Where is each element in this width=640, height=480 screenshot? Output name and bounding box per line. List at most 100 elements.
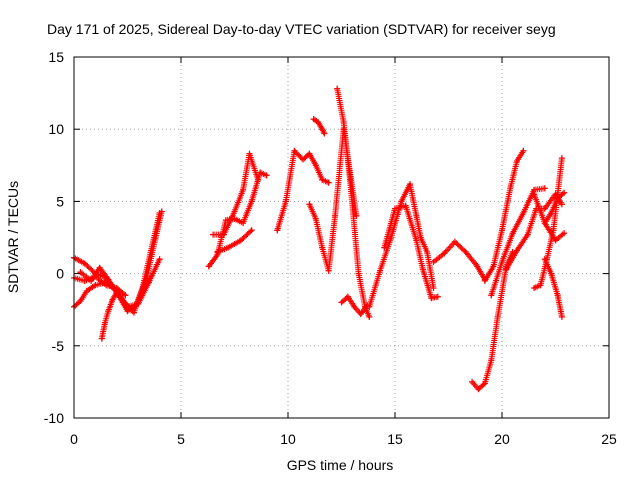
data-point [130,309,137,316]
data-point [509,230,516,237]
data-point [531,191,538,198]
data-point [473,261,480,268]
x-axis-label: GPS time / hours [287,457,394,473]
data-point [531,285,538,292]
y-tick-label: 0 [56,266,64,282]
data-point [314,118,321,125]
data-point [225,244,232,251]
data-point [96,264,103,271]
x-tick-label: 0 [70,431,78,447]
data-point [240,186,247,193]
data-point [83,287,90,294]
data-point [561,189,568,196]
data-point [430,259,437,266]
data-point [548,270,555,277]
data-point [554,195,561,202]
data-point [366,313,373,320]
y-tick-label: 10 [48,121,64,137]
data-point [561,230,568,237]
data-point [548,209,555,216]
data-point [417,234,424,241]
data-layer [71,85,568,393]
series-t20 [503,191,565,273]
data-point [494,313,501,320]
data-point [156,256,163,263]
series-t7 [210,150,262,238]
data-point [398,198,405,205]
data-point [310,116,317,123]
data-point [325,179,332,186]
data-point [488,292,495,299]
plot-frame [73,56,610,419]
data-point [246,150,253,157]
data-point [392,205,398,212]
data-point [255,176,262,183]
data-point [499,227,505,234]
data-point [513,247,520,254]
data-point [263,172,270,179]
data-point [274,227,281,234]
data-point [81,277,88,284]
data-point [77,298,84,305]
data-point [524,231,531,238]
data-point [541,205,548,212]
data-point [503,266,510,273]
series-t5 [98,289,120,342]
data-point [214,248,221,255]
series-t14 [366,181,437,310]
data-point [490,263,497,270]
data-point [237,237,244,244]
data-point [319,176,326,183]
data-point [488,357,495,364]
x-tick-label: 25 [601,431,617,447]
data-point [513,157,520,164]
data-point [520,209,527,216]
data-point [77,269,84,276]
data-point [507,183,514,190]
x-tick-label: 15 [387,431,403,447]
data-point [248,227,255,234]
data-point [312,215,319,222]
data-point [419,266,426,273]
data-point [231,208,238,215]
series-t24 [541,256,565,320]
data-point [558,155,565,162]
data-point [541,185,548,192]
data-point [402,202,409,209]
data-point [152,235,159,242]
data-point [133,302,140,309]
data-point [351,303,358,310]
data-point [537,282,544,289]
data-point [291,147,298,154]
data-point [103,282,110,289]
data-point [220,231,227,238]
data-point [541,256,548,263]
y-tick-label: 15 [48,49,64,65]
data-point [552,237,559,244]
series-t11 [334,85,373,320]
series-t8 [214,227,255,255]
data-point [319,244,326,251]
data-point [451,238,458,245]
chart-title: Day 171 of 2025, Sidereal Day-to-day VTE… [47,21,556,37]
y-tick-label: -5 [52,338,65,354]
x-tick-label: 20 [494,431,510,447]
data-point [357,311,364,318]
data-point [105,308,112,315]
data-point [377,267,384,274]
series-t18 [481,147,527,284]
data-point [387,235,394,242]
data-point [81,260,88,267]
data-point [321,130,328,137]
data-point [353,212,360,219]
data-point [312,162,319,169]
data-point [332,212,339,219]
data-point [406,181,413,188]
data-point [205,263,212,270]
data-point [469,378,476,385]
data-point [355,270,362,277]
data-point [430,285,437,292]
data-point [366,303,373,310]
data-point [92,282,99,289]
